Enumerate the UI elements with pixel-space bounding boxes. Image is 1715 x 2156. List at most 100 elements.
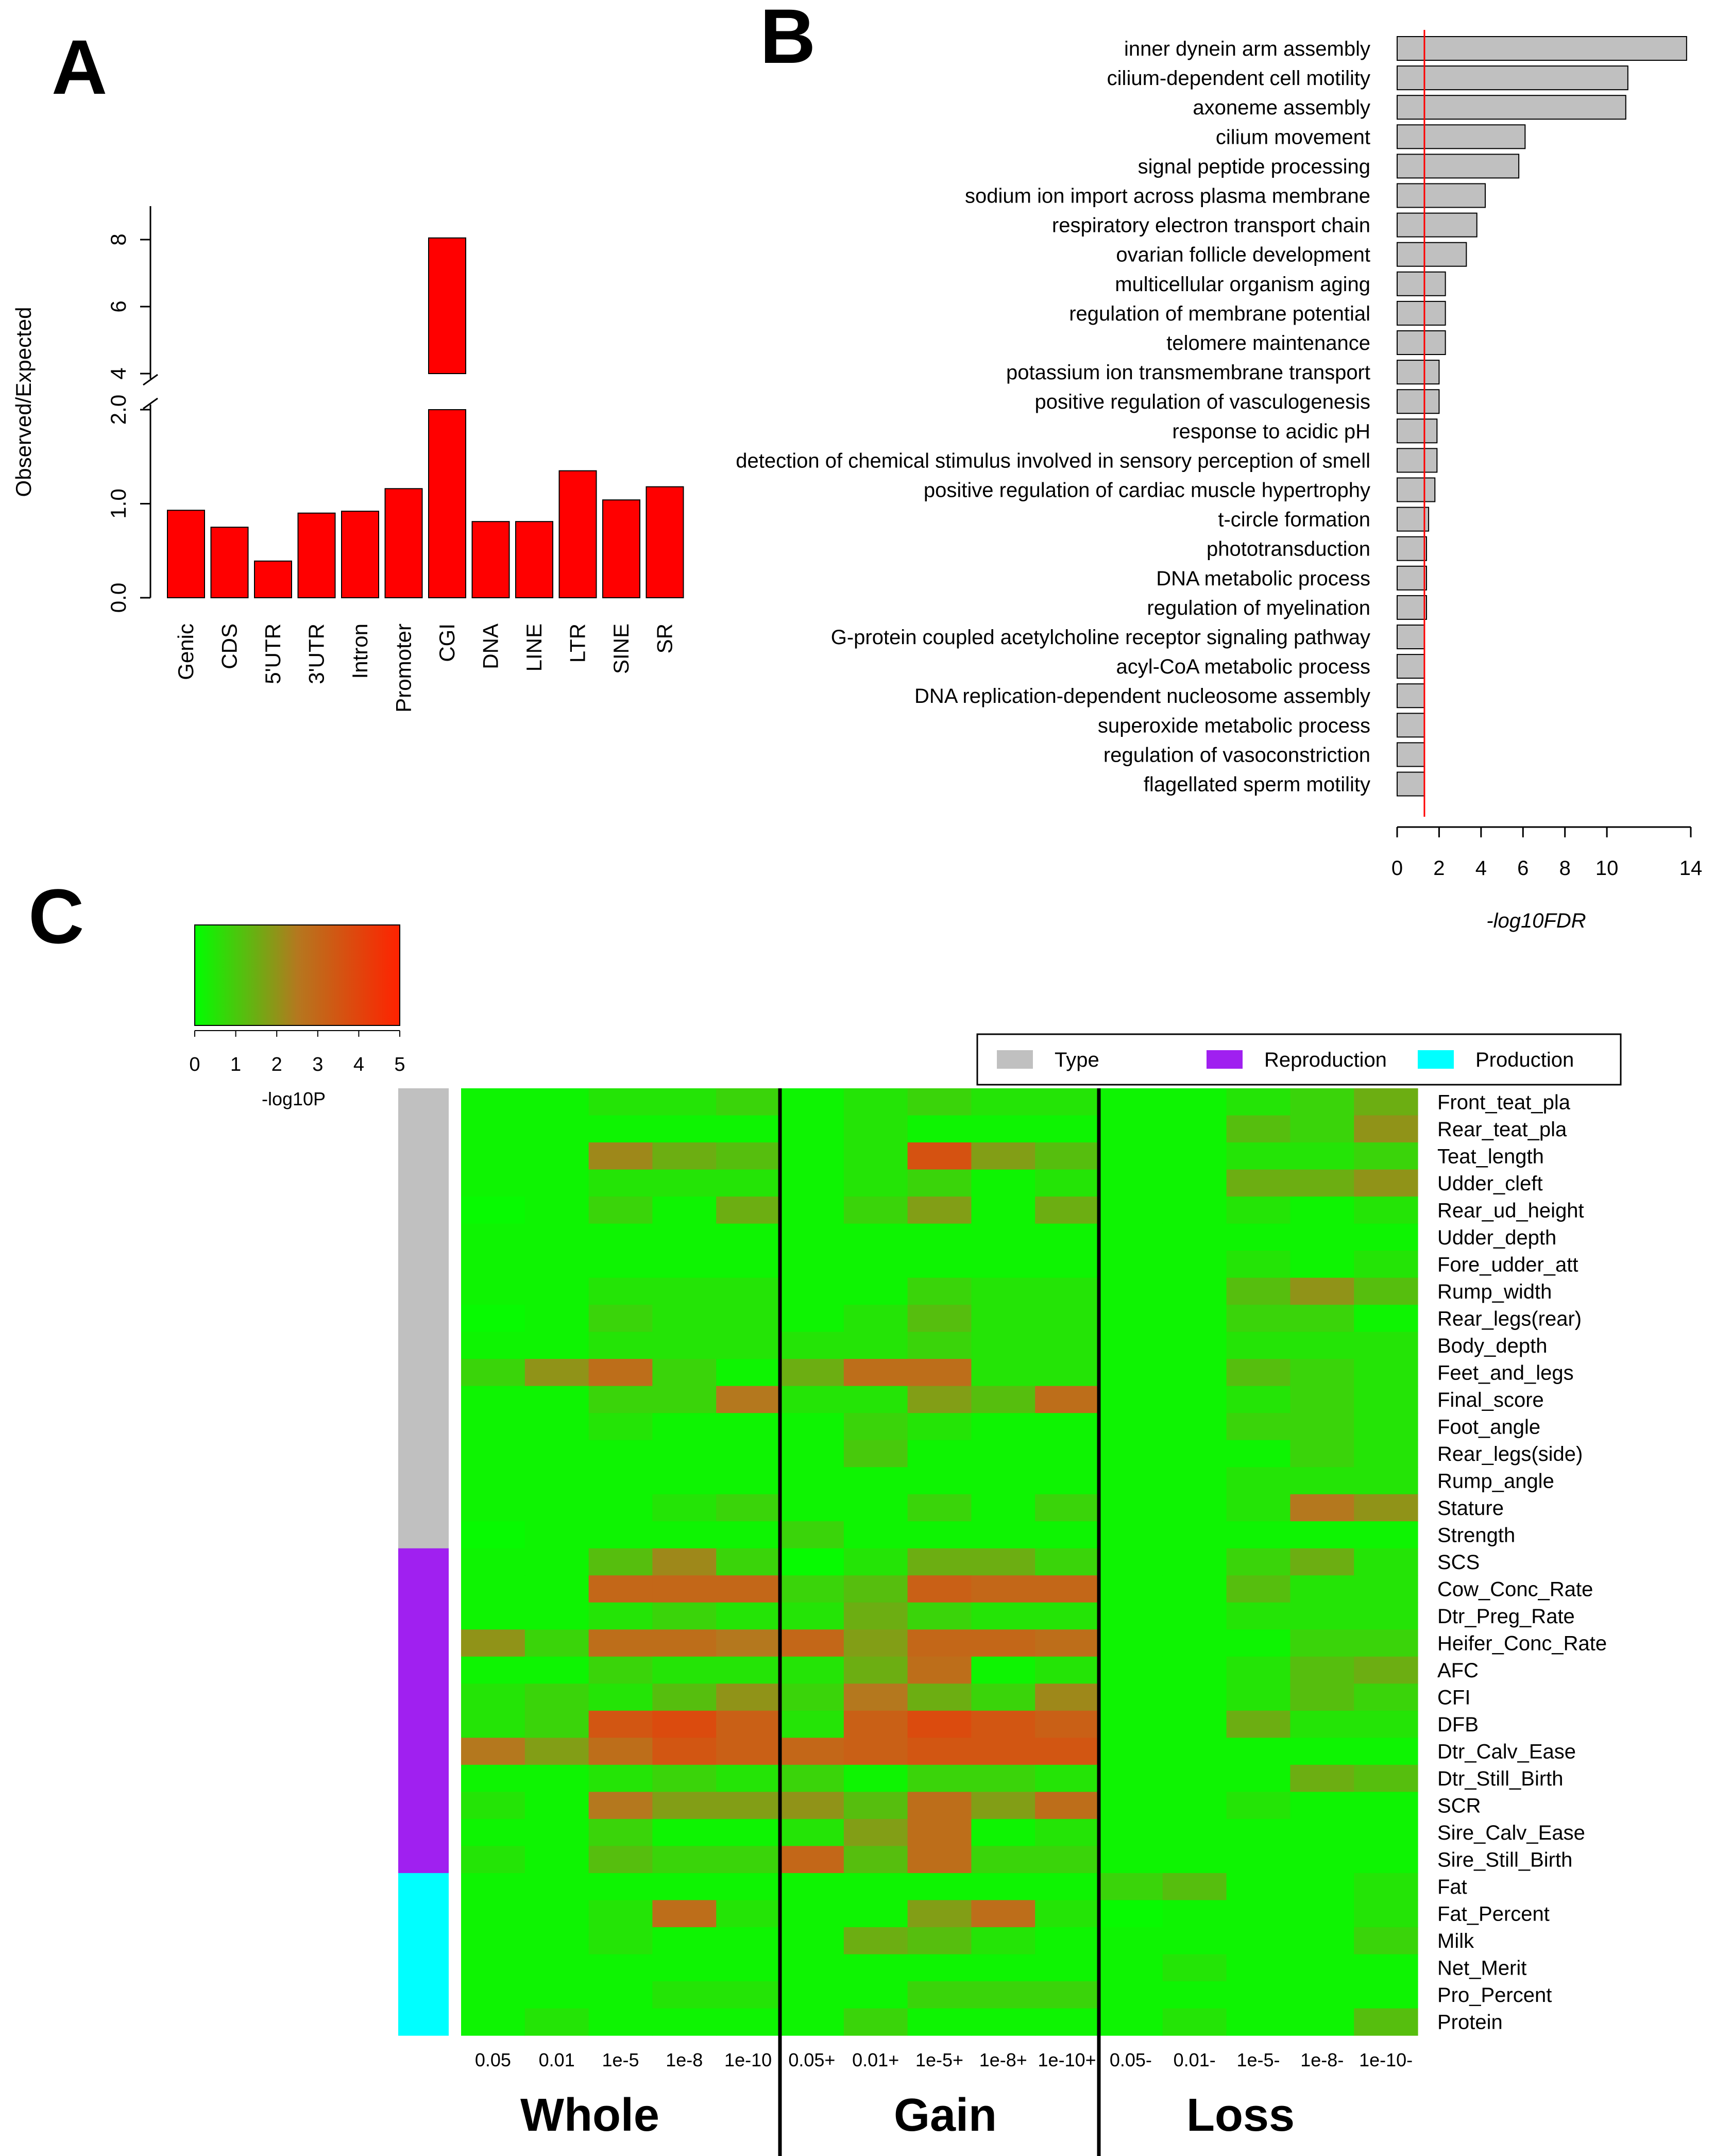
heatmap-cell: [1354, 1467, 1418, 1495]
heatmap-cell: [524, 1467, 589, 1495]
row-label: Sire_Calv_Ease: [1437, 1822, 1585, 1844]
heatmap-cell: [1035, 1792, 1099, 1820]
bar-detection-of-chemical-stimulus-involved-in-sensory-perception-of-smell: [1397, 448, 1438, 473]
heatmap-cell: [1162, 1846, 1227, 1874]
heatmap-cell: [461, 1115, 525, 1143]
heatmap-cell: [1226, 1386, 1291, 1413]
row-category-type: [398, 1332, 449, 1359]
row-category-reproduction: [398, 1846, 449, 1874]
heatmap-cell: [1035, 1088, 1099, 1116]
heatmap-cell: [1226, 1981, 1291, 2009]
heatmap-cell: [461, 1142, 525, 1170]
heatmap-cell: [1290, 1629, 1354, 1657]
heatmap-cell: [1354, 1710, 1418, 1738]
heatmap-cell: [524, 1927, 589, 1955]
go-term-label: potassium ion transmembrane transport: [1006, 361, 1370, 384]
heatmap-cell: [652, 1197, 717, 1224]
panel-b-go-enrichment-chart: inner dynein arm assembly cilium-dependen…: [736, 30, 1702, 932]
heatmap-cell: [1035, 1575, 1099, 1603]
legend-label-production: Production: [1475, 1049, 1574, 1071]
heatmap-cell: [1162, 1656, 1227, 1684]
heatmap-cell: [843, 1981, 908, 2009]
heatmap-cell: [1035, 1846, 1099, 1874]
heatmap-cell: [461, 1386, 525, 1413]
heatmap-cell: [716, 1602, 780, 1630]
heatmap-cell: [1099, 1494, 1163, 1522]
heatmap-cell: [1226, 1710, 1291, 1738]
heatmap-cell: [1226, 1521, 1291, 1549]
y-axis-label: Observed/Expected: [11, 307, 36, 497]
heatmap-cell: [971, 1738, 1035, 1765]
heatmap-cell: [843, 1088, 908, 1116]
bar-t-circle-formation: [1397, 507, 1430, 532]
heatmap-cell: [1290, 1440, 1354, 1468]
heatmap-cell: [524, 1359, 589, 1387]
heatmap-cell: [716, 1088, 780, 1116]
heatmap-cell: [588, 1900, 653, 1928]
heatmap-cell: [1226, 1738, 1291, 1765]
bar-sodium-ion-import-across-plasma-membrane: [1397, 183, 1486, 208]
row-category-type: [398, 1223, 449, 1251]
heatmap-cell: [588, 1927, 653, 1955]
heatmap-cell: [716, 1846, 780, 1874]
heatmap-cell: [588, 1846, 653, 1874]
heatmap-cell: [1035, 1521, 1099, 1549]
heatmap-cell: [524, 1548, 589, 1576]
y-tick-label: 4: [106, 367, 130, 379]
panel-a-bar-chart: 0.0 1.0 2.0 4 6 8 Observed/Expected Genic CDS 5'U…: [11, 206, 684, 713]
row-label: Dtr_Still_Birth: [1437, 1767, 1564, 1790]
heatmap-cell: [524, 1764, 589, 1792]
heatmap-cell: [1162, 1494, 1227, 1522]
heatmap-cell: [907, 1251, 972, 1278]
go-term-label: detection of chemical stimulus involved …: [736, 449, 1370, 472]
heatmap-cell: [588, 1142, 653, 1170]
heatmap-cell: [843, 1169, 908, 1197]
heatmap-cell: [1290, 1332, 1354, 1359]
heatmap-cell: [1099, 1359, 1163, 1387]
go-term-label: flagellated sperm motility: [1144, 773, 1370, 796]
heatmap-cell: [780, 1494, 844, 1522]
heatmap-cell: [1162, 1169, 1227, 1197]
heatmap-cell: [1226, 1305, 1291, 1333]
heatmap-cell: [780, 1413, 844, 1441]
heatmap-cell: [461, 1359, 525, 1387]
go-term-label: respiratory electron transport chain: [1052, 214, 1370, 237]
heatmap-cell: [588, 1088, 653, 1116]
heatmap-cell: [1035, 1305, 1099, 1333]
heatmap-cell: [1162, 1575, 1227, 1603]
heatmap-cell: [1035, 1359, 1099, 1387]
heatmap-cell: [652, 1710, 717, 1738]
heatmap-cell: [1354, 1683, 1418, 1711]
row-category-type: [398, 1305, 449, 1333]
row-category-type: [398, 1115, 449, 1143]
go-term-label: superoxide metabolic process: [1098, 714, 1370, 737]
heatmap-cell: [1035, 1629, 1099, 1657]
heatmap-cell: [843, 1413, 908, 1441]
heatmap-cell: [780, 1602, 844, 1630]
x-tick-label: LTR: [566, 624, 590, 663]
heatmap-cell: [1290, 1656, 1354, 1684]
heatmap-cell: [971, 1413, 1035, 1441]
x-tick-label: 0: [1391, 857, 1403, 880]
heatmap-cell: [843, 1602, 908, 1630]
go-term-label: multicellular organism aging: [1115, 273, 1370, 296]
heatmap-cell: [1035, 1251, 1099, 1278]
heatmap-cell: [461, 1277, 525, 1305]
column-label: 0.01-: [1174, 2049, 1216, 2070]
heatmap-cell: [971, 1548, 1035, 1576]
row-category-type: [398, 1386, 449, 1413]
heatmap-cell: [1035, 1683, 1099, 1711]
heatmap-cell: [716, 1251, 780, 1278]
row-label: SCS: [1437, 1551, 1480, 1574]
heatmap-cell: [461, 1981, 525, 2009]
heatmap-cell: [1099, 1656, 1163, 1684]
heatmap-cell: [1162, 1359, 1227, 1387]
heatmap-cell: [907, 1954, 972, 1982]
heatmap-cell: [1099, 1197, 1163, 1224]
heatmap-cell: [1354, 2008, 1418, 2036]
heatmap-cell: [1035, 2008, 1099, 2036]
heatmap-cell: [461, 1873, 525, 1901]
heatmap-cell: [652, 1223, 717, 1251]
heatmap-cell: [907, 1764, 972, 1792]
category-legend: [976, 1033, 1622, 1086]
